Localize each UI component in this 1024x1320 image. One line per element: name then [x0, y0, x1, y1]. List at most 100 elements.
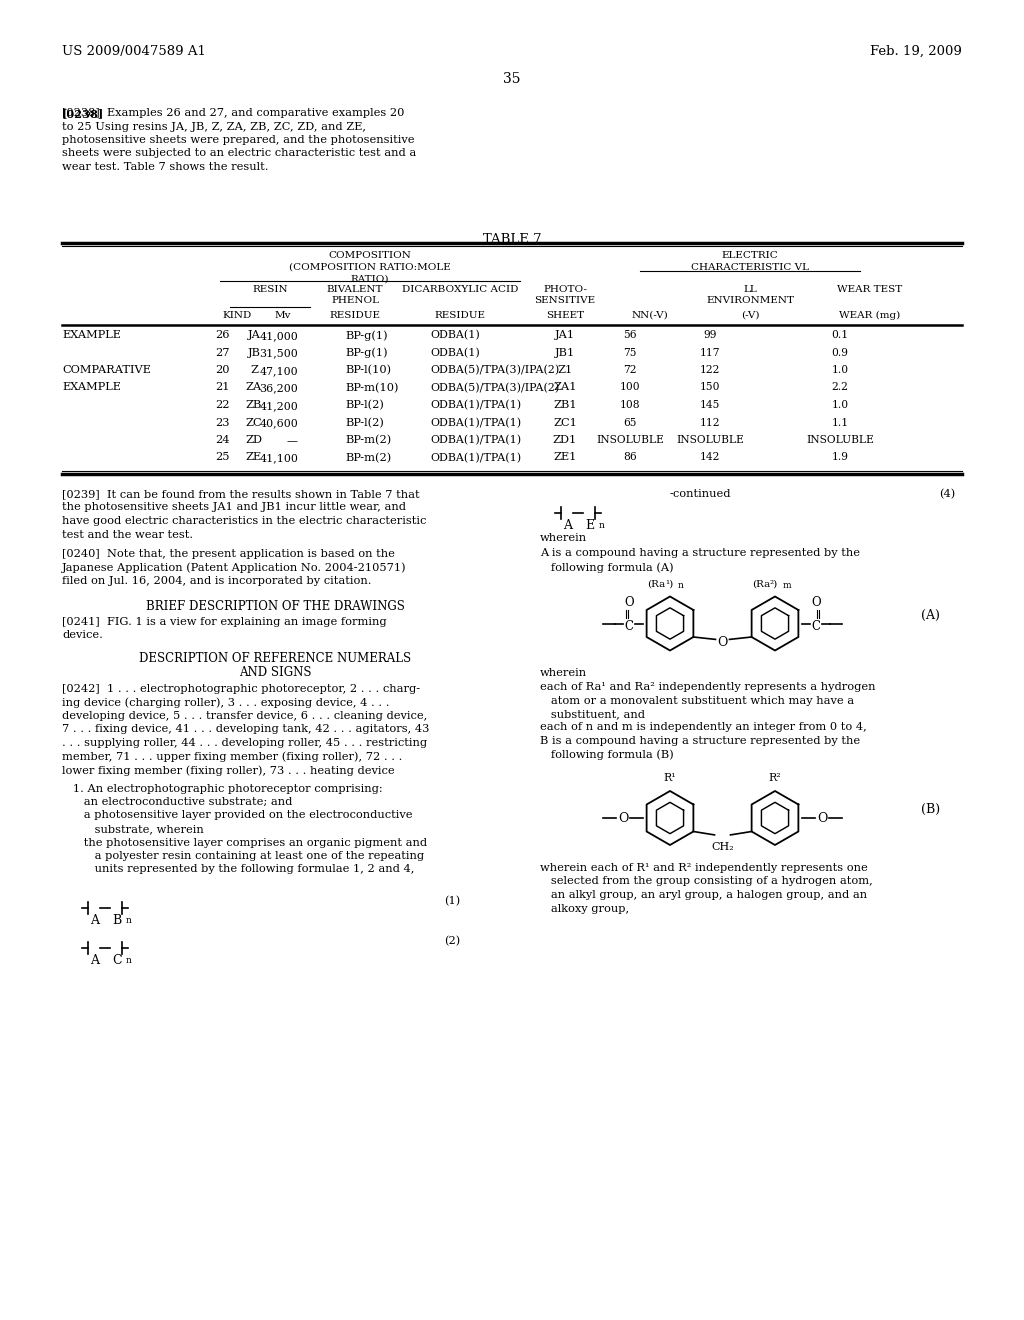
Text: EXAMPLE: EXAMPLE: [62, 383, 121, 392]
Text: 1.1: 1.1: [831, 417, 849, 428]
Text: n: n: [126, 956, 132, 965]
Text: developing device, 5 . . . transfer device, 6 . . . cleaning device,: developing device, 5 . . . transfer devi…: [62, 711, 427, 721]
Text: [0242]  1 . . . electrophotographic photoreceptor, 2 . . . charg-: [0242] 1 . . . electrophotographic photo…: [62, 684, 420, 694]
Text: units represented by the following formulae 1, 2 and 4,: units represented by the following formu…: [62, 865, 415, 874]
Text: 75: 75: [624, 347, 637, 358]
Text: to 25 Using resins JA, JB, Z, ZA, ZB, ZC, ZD, and ZE,: to 25 Using resins JA, JB, Z, ZA, ZB, ZC…: [62, 121, 366, 132]
Text: ¹): ¹): [665, 579, 673, 589]
Text: wherein each of R¹ and R² independently represents one: wherein each of R¹ and R² independently …: [540, 863, 867, 873]
Text: Japanese Application (Patent Application No. 2004-210571): Japanese Application (Patent Application…: [62, 562, 407, 573]
Text: 7 . . . fixing device, 41 . . . developing tank, 42 . . . agitators, 43: 7 . . . fixing device, 41 . . . developi…: [62, 725, 429, 734]
Text: each of Ra¹ and Ra² independently represents a hydrogen: each of Ra¹ and Ra² independently repres…: [540, 682, 876, 692]
Text: 26: 26: [215, 330, 229, 341]
Text: lower fixing member (fixing roller), 73 . . . heating device: lower fixing member (fixing roller), 73 …: [62, 766, 394, 776]
Text: [0239]  It can be found from the results shown in Table 7 that: [0239] It can be found from the results …: [62, 488, 420, 499]
Text: ODBA(1): ODBA(1): [430, 330, 480, 341]
Text: ODBA(1): ODBA(1): [430, 347, 480, 358]
Text: ENVIRONMENT: ENVIRONMENT: [706, 296, 794, 305]
Text: 41,000: 41,000: [259, 331, 298, 341]
Text: 99: 99: [703, 330, 717, 341]
Text: 108: 108: [620, 400, 640, 411]
Text: 36,200: 36,200: [259, 384, 298, 393]
Text: A: A: [563, 519, 572, 532]
Text: a polyester resin containing at least one of the repeating: a polyester resin containing at least on…: [62, 851, 424, 861]
Text: B: B: [112, 913, 121, 927]
Text: 72: 72: [624, 366, 637, 375]
Text: following formula (A): following formula (A): [540, 562, 674, 573]
Text: 117: 117: [699, 347, 720, 358]
Text: [0238]  Examples 26 and 27, and comparative examples 20: [0238] Examples 26 and 27, and comparati…: [62, 108, 404, 117]
Text: INSOLUBLE: INSOLUBLE: [596, 436, 664, 445]
Text: C: C: [112, 954, 122, 968]
Text: RESIDUE: RESIDUE: [330, 312, 381, 319]
Text: NN(-V): NN(-V): [632, 312, 669, 319]
Text: BP-l(10): BP-l(10): [345, 366, 391, 375]
Text: an alkyl group, an aryl group, a halogen group, and an: an alkyl group, an aryl group, a halogen…: [540, 890, 867, 900]
Text: have good electric characteristics in the electric characteristic: have good electric characteristics in th…: [62, 516, 426, 525]
Text: ZE1: ZE1: [553, 453, 577, 462]
Text: 41,200: 41,200: [259, 401, 298, 411]
Text: DICARBOXYLIC ACID: DICARBOXYLIC ACID: [401, 285, 518, 294]
Text: EXAMPLE: EXAMPLE: [62, 330, 121, 341]
Text: a photosensitive layer provided on the electroconductive: a photosensitive layer provided on the e…: [62, 810, 413, 821]
Text: O: O: [811, 597, 821, 610]
Text: O: O: [617, 812, 628, 825]
Text: KIND: KIND: [222, 312, 252, 319]
Text: wherein: wherein: [540, 533, 587, 543]
Text: INSOLUBLE: INSOLUBLE: [806, 436, 873, 445]
Text: DESCRIPTION OF REFERENCE NUMERALS: DESCRIPTION OF REFERENCE NUMERALS: [139, 652, 411, 665]
Text: 2.2: 2.2: [831, 383, 849, 392]
Text: 145: 145: [699, 400, 720, 411]
Text: 20: 20: [215, 366, 229, 375]
Text: each of n and m is independently an integer from 0 to 4,: each of n and m is independently an inte…: [540, 722, 866, 733]
Text: an electroconductive substrate; and: an electroconductive substrate; and: [62, 797, 293, 807]
Text: 47,100: 47,100: [259, 366, 298, 376]
Text: RESIDUE: RESIDUE: [434, 312, 485, 319]
Text: 24: 24: [215, 436, 229, 445]
Text: ZD: ZD: [246, 436, 262, 445]
Text: 41,100: 41,100: [259, 454, 298, 463]
Text: O: O: [625, 597, 634, 610]
Text: ELECTRIC: ELECTRIC: [722, 251, 778, 260]
Text: ZE: ZE: [246, 453, 262, 462]
Text: B is a compound having a structure represented by the: B is a compound having a structure repre…: [540, 737, 860, 746]
Text: ZC1: ZC1: [553, 417, 577, 428]
Text: BP-m(2): BP-m(2): [345, 436, 391, 445]
Text: 21: 21: [215, 383, 229, 392]
Text: ODBA(1)/TPA(1): ODBA(1)/TPA(1): [430, 417, 521, 428]
Text: BP-m(2): BP-m(2): [345, 453, 391, 463]
Text: the photosensitive layer comprises an organic pigment and: the photosensitive layer comprises an or…: [62, 837, 427, 847]
Text: BP-l(2): BP-l(2): [345, 417, 384, 428]
Text: ODBA(5)/TPA(3)/IPA(2): ODBA(5)/TPA(3)/IPA(2): [430, 383, 559, 393]
Text: WEAR TEST: WEAR TEST: [838, 285, 902, 294]
Text: 27: 27: [215, 347, 229, 358]
Text: ODBA(1)/TPA(1): ODBA(1)/TPA(1): [430, 400, 521, 411]
Text: . . . supplying roller, 44 . . . developing roller, 45 . . . restricting: . . . supplying roller, 44 . . . develop…: [62, 738, 427, 748]
Text: 22: 22: [215, 400, 229, 411]
Text: selected from the group consisting of a hydrogen atom,: selected from the group consisting of a …: [540, 876, 872, 887]
Text: R²: R²: [769, 774, 781, 783]
Text: photosensitive sheets were prepared, and the photosensitive: photosensitive sheets were prepared, and…: [62, 135, 415, 145]
Text: SHEET: SHEET: [546, 312, 584, 319]
Text: C: C: [625, 619, 634, 632]
Text: BP-g(1): BP-g(1): [345, 347, 388, 358]
Text: ing device (charging roller), 3 . . . exposing device, 4 . . .: ing device (charging roller), 3 . . . ex…: [62, 697, 389, 708]
Text: Feb. 19, 2009: Feb. 19, 2009: [870, 45, 962, 58]
Text: A: A: [90, 954, 99, 968]
Text: A is a compound having a structure represented by the: A is a compound having a structure repre…: [540, 549, 860, 558]
Text: LL: LL: [743, 285, 757, 294]
Text: CH₂: CH₂: [712, 842, 734, 851]
Text: ZA1: ZA1: [553, 383, 577, 392]
Text: BP-m(10): BP-m(10): [345, 383, 398, 393]
Text: ZA: ZA: [246, 383, 262, 392]
Text: ZC: ZC: [246, 417, 262, 428]
Text: (4): (4): [939, 488, 955, 499]
Text: 1.0: 1.0: [831, 400, 849, 411]
Text: BP-l(2): BP-l(2): [345, 400, 384, 411]
Text: n: n: [599, 521, 605, 531]
Text: Mv: Mv: [274, 312, 291, 319]
Text: (COMPOSITION RATIO:MOLE: (COMPOSITION RATIO:MOLE: [289, 263, 451, 272]
Text: PHOTO-: PHOTO-: [543, 285, 587, 294]
Text: ZB1: ZB1: [553, 400, 577, 411]
Text: JA1: JA1: [555, 330, 575, 341]
